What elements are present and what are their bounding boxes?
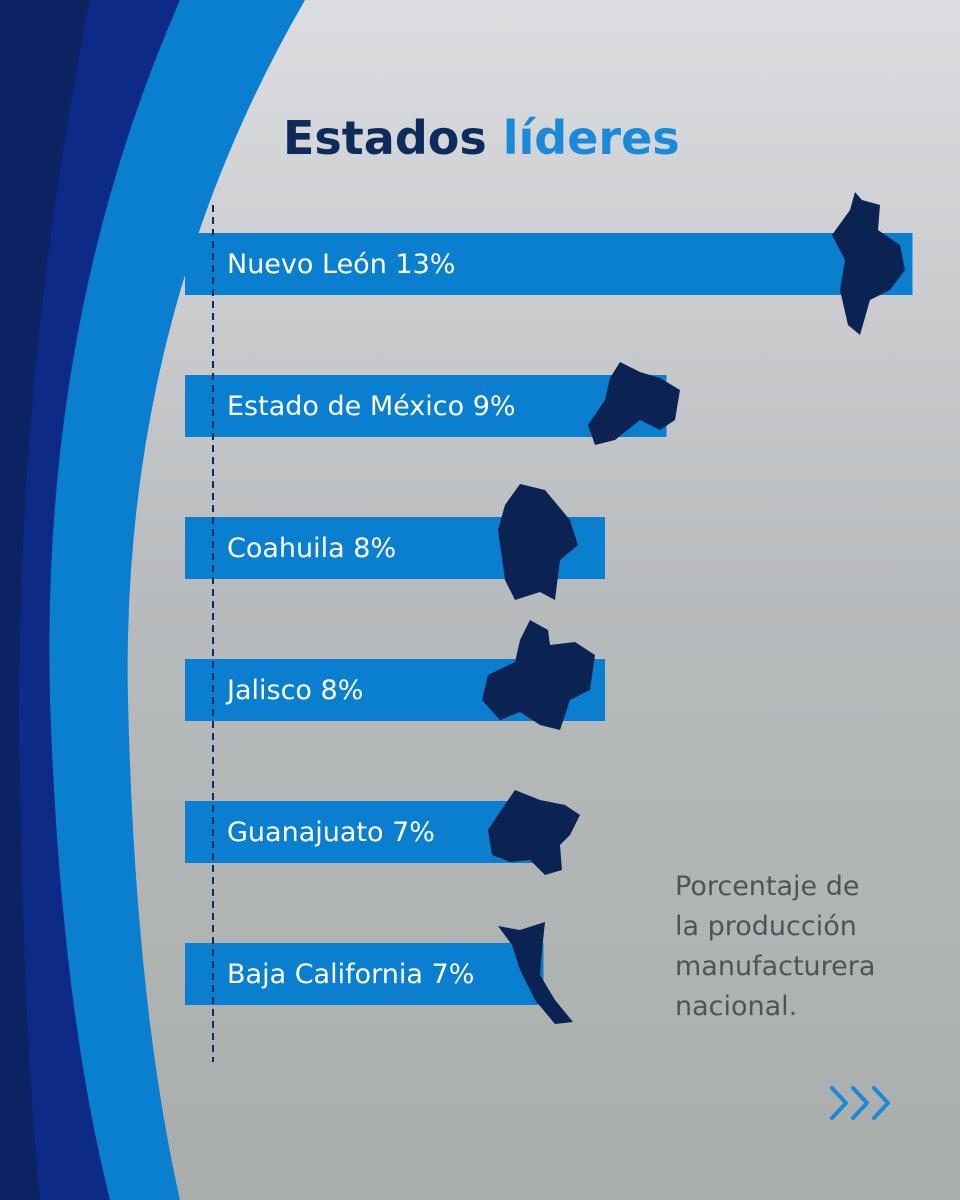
map-baja-california (498, 922, 573, 1024)
note-line: nacional. (675, 991, 797, 1022)
bar-label: Jalisco 8% (225, 675, 363, 706)
category-label: Guanajuato (227, 817, 384, 848)
title-part: líderes (503, 111, 680, 165)
bar (185, 375, 667, 437)
category-label: Nuevo León (227, 249, 387, 280)
category-label: Baja California (227, 959, 423, 990)
darkest-band (0, 0, 90, 1200)
bar-label: Guanajuato 7% (227, 817, 435, 848)
title: Estados líderes (283, 111, 680, 165)
state-maps (482, 192, 905, 1024)
note-line: Porcentaje de (675, 871, 860, 902)
value-label: 8% (321, 675, 364, 706)
bar-label: Baja California 7% (227, 959, 474, 990)
value-label: 9% (473, 391, 516, 422)
category-label: Jalisco (225, 675, 312, 706)
dark-band (0, 0, 180, 1200)
bar-label: Estado de México 9% (227, 391, 516, 422)
map-coahuila (498, 484, 578, 600)
category-label: Estado de México (227, 391, 464, 422)
title-part: Estados (283, 111, 487, 165)
bar (185, 801, 544, 863)
bar (185, 943, 544, 1005)
value-label: 13% (395, 249, 455, 280)
next-icon[interactable] (830, 1086, 890, 1120)
bar (185, 233, 913, 295)
value-label: 7% (392, 817, 435, 848)
map-guanajuato (488, 790, 580, 875)
map-jalisco (482, 620, 595, 730)
note-line: manufacturera (675, 951, 875, 982)
note: Porcentaje de la producción manufacturera n… (675, 871, 875, 1022)
value-label: 8% (353, 533, 396, 564)
note-line: la producción (675, 911, 857, 942)
map-nuevo-leon (832, 192, 905, 335)
value-label: 7% (432, 959, 475, 990)
bars: Nuevo León 13% Estado de México 9% Coahuil… (185, 233, 913, 1005)
bar-label: Nuevo León 13% (227, 249, 455, 280)
bar-label: Coahuila 8% (227, 533, 396, 564)
map-edomex (588, 362, 680, 445)
category-label: Coahuila (227, 533, 345, 564)
